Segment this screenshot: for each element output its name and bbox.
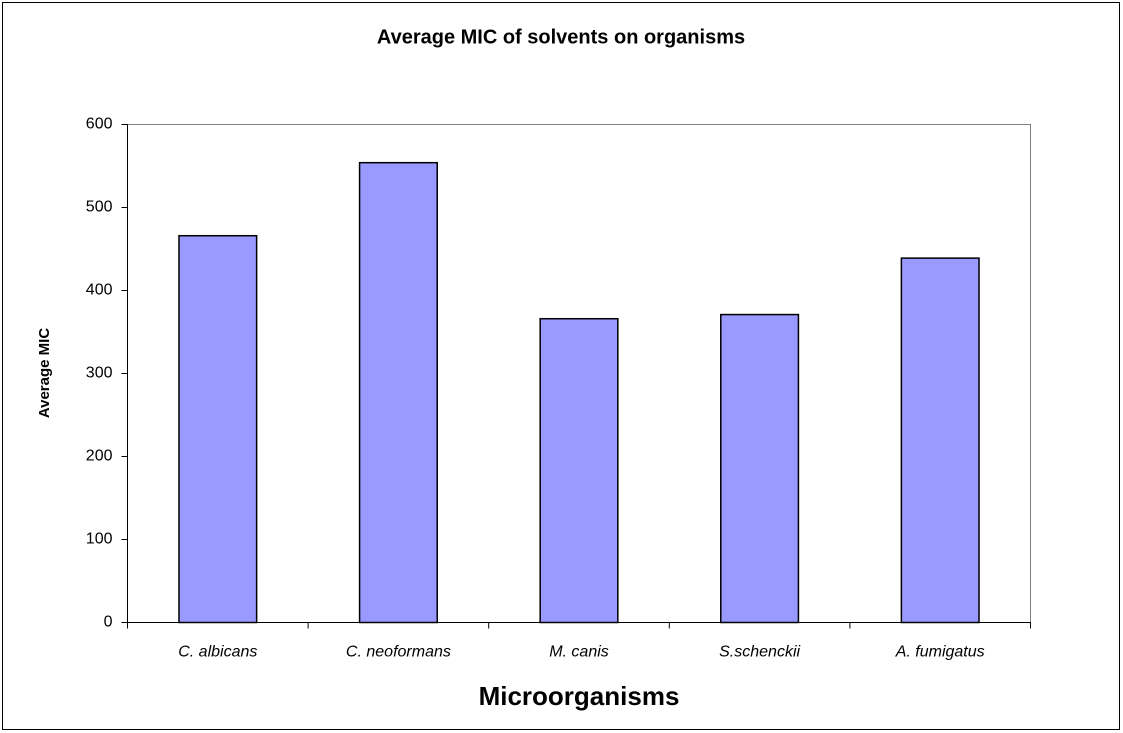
x-tick-label: M. canis [549, 644, 609, 661]
bar [900, 257, 980, 624]
y-axis-label: Average MIC [36, 328, 53, 418]
bar [358, 161, 438, 624]
y-tick-label: 600 [86, 116, 113, 133]
y-tick-label: 100 [86, 531, 113, 548]
chart-title: Average MIC of solvents on organisms [377, 26, 745, 48]
y-tick-label: 300 [86, 365, 113, 382]
y-tick-label: 400 [86, 282, 113, 299]
x-axis-label: Microorganisms [479, 681, 680, 711]
bar [539, 317, 619, 624]
x-tick-label: C. neoformans [346, 644, 451, 661]
y-tick-label: 200 [86, 448, 113, 465]
x-tick-label: C. albicans [178, 644, 257, 661]
y-tick-label: 500 [86, 199, 113, 216]
bar [720, 313, 800, 624]
x-tick-label: S.schenckii [719, 644, 800, 661]
y-tick-label: 0 [104, 614, 113, 631]
x-tick-label: A. fumigatus [895, 644, 985, 661]
bar [178, 234, 258, 624]
